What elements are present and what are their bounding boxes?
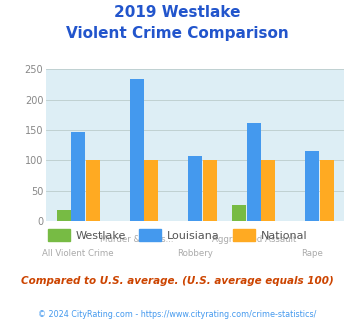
Text: © 2024 CityRating.com - https://www.cityrating.com/crime-statistics/: © 2024 CityRating.com - https://www.city… xyxy=(38,310,317,319)
Bar xyxy=(305,151,319,221)
Text: Aggravated Assault: Aggravated Assault xyxy=(212,235,296,244)
Text: Murder & Mans...: Murder & Mans... xyxy=(100,235,174,244)
Bar xyxy=(71,132,85,221)
Text: Robbery: Robbery xyxy=(177,249,213,258)
Bar xyxy=(247,123,261,221)
Text: 2019 Westlake: 2019 Westlake xyxy=(114,5,241,20)
Bar xyxy=(188,156,202,221)
Bar xyxy=(203,160,217,221)
Bar xyxy=(232,205,246,221)
Bar xyxy=(86,160,100,221)
Bar xyxy=(320,160,334,221)
Legend: Westlake, Louisiana, National: Westlake, Louisiana, National xyxy=(43,225,312,245)
Bar xyxy=(261,160,275,221)
Text: All Violent Crime: All Violent Crime xyxy=(43,249,114,258)
Text: Rape: Rape xyxy=(301,249,323,258)
Bar xyxy=(144,160,158,221)
Text: Violent Crime Comparison: Violent Crime Comparison xyxy=(66,26,289,41)
Bar xyxy=(130,79,144,221)
Bar xyxy=(57,210,71,221)
Text: Compared to U.S. average. (U.S. average equals 100): Compared to U.S. average. (U.S. average … xyxy=(21,276,334,285)
